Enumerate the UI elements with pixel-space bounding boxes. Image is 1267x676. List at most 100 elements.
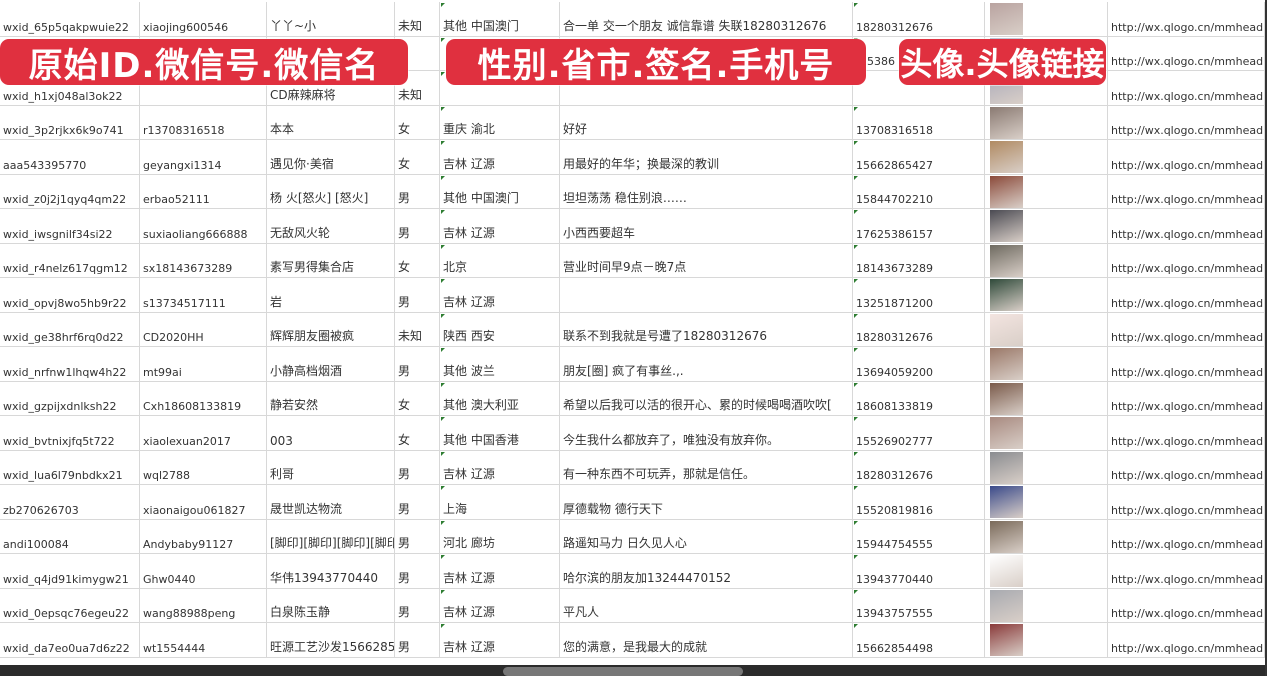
cell-signature[interactable]: 希望以后我可以活的很开心、累的时候喝喝酒吹吹[ [560,381,853,415]
cell-phone[interactable]: 13943757555 [853,588,985,622]
cell-wechat-name[interactable]: CD麻辣麻将 [267,71,395,105]
cell-phone[interactable]: 18280312676 [853,450,985,484]
cell-avatar-url[interactable]: http://wx.qlogo.cn/mmhead [1108,2,1265,36]
cell-avatar[interactable] [985,381,1108,415]
cell-region[interactable]: 其他 中国澳门 [440,174,560,208]
cell-avatar-url[interactable]: http://wx.qlogo.cn/mmhead [1108,485,1265,519]
cell-region[interactable]: 吉林 辽源 [440,209,560,243]
cell-signature[interactable]: 今生我什么都放弃了，唯独没有放弃你。 [560,416,853,450]
cell-original-id[interactable]: wxid_iwsgnilf34si22 [0,209,140,243]
cell-wechat-name[interactable]: 素写男得集合店 [267,243,395,277]
cell-wechat-id[interactable]: suxiaoliang666888 [140,209,267,243]
cell-avatar[interactable] [985,105,1108,139]
cell-region[interactable]: 北京 [440,243,560,277]
cell-phone[interactable]: 13708316518 [853,105,985,139]
cell-original-id[interactable]: wxid_q4jd91kimygw21 [0,554,140,588]
cell-gender[interactable]: 未知 [395,312,440,346]
cell-region[interactable]: 吉林 辽源 [440,140,560,174]
cell-wechat-id[interactable]: Andybaby91127 [140,519,267,553]
cell-gender[interactable]: 男 [395,209,440,243]
cell-avatar-url[interactable]: http://wx.qlogo.cn/mmhead [1108,312,1265,346]
cell-phone[interactable]: 18143673289 [853,243,985,277]
cell-avatar-url[interactable]: http://wx.qlogo.cn/mmhead [1108,278,1265,312]
cell-signature[interactable]: 朋友[圈] 疯了有事丝.,. [560,347,853,381]
cell-avatar[interactable] [985,243,1108,277]
cell-gender[interactable]: 未知 [395,2,440,36]
cell-wechat-name[interactable]: 晟世凯达物流 [267,485,395,519]
cell-avatar-url[interactable]: http://wx.qlogo.cn/mmhead [1108,588,1265,622]
cell-avatar-url[interactable]: http://wx.qlogo.cn/mmhead [1108,519,1265,553]
cell-avatar[interactable] [985,2,1108,36]
cell-wechat-name[interactable]: 本本 [267,105,395,139]
cell-gender[interactable]: 男 [395,450,440,484]
cell-avatar[interactable] [985,209,1108,243]
cell-gender[interactable]: 男 [395,519,440,553]
cell-wechat-name[interactable]: 旺源工艺沙发15662854 [267,623,395,657]
cell-signature[interactable]: 路遥知马力 日久见人心 [560,519,853,553]
cell-original-id[interactable]: wxid_0epsqc76egeu22 [0,588,140,622]
cell-gender[interactable]: 未知 [395,71,440,105]
cell-signature[interactable]: 营业时间早9点－晚7点 [560,243,853,277]
cell-avatar[interactable] [985,485,1108,519]
cell-phone[interactable]: 13694059200 [853,347,985,381]
cell-avatar[interactable] [985,588,1108,622]
cell-region[interactable]: 其他 澳大利亚 [440,381,560,415]
cell-original-id[interactable]: wxid_lua6l79nbdkx21 [0,450,140,484]
cell-avatar[interactable] [985,450,1108,484]
cell-region[interactable]: 上海 [440,485,560,519]
cell-signature[interactable]: 坦坦荡荡 稳住别浪…… [560,174,853,208]
cell-wechat-id[interactable]: xiaolexuan2017 [140,416,267,450]
cell-wechat-id[interactable]: xiaonaigou061827 [140,485,267,519]
cell-gender[interactable]: 男 [395,623,440,657]
cell-wechat-id[interactable]: CD2020HH [140,312,267,346]
cell-wechat-id[interactable]: wt1554444 [140,623,267,657]
cell-phone[interactable]: 13251871200 [853,278,985,312]
cell-avatar[interactable] [985,278,1108,312]
cell-phone[interactable]: 18280312676 [853,2,985,36]
cell-avatar[interactable] [985,623,1108,657]
cell-original-id[interactable]: wxid_h1xj048al3ok22 [0,71,140,105]
cell-avatar[interactable] [985,347,1108,381]
cell-gender[interactable]: 女 [395,140,440,174]
cell-avatar-url[interactable]: http://wx.qlogo.cn/mmhead [1108,623,1265,657]
cell-region[interactable]: 陕西 西安 [440,312,560,346]
cell-wechat-name[interactable]: 遇见你·美宿 [267,140,395,174]
cell-wechat-id[interactable]: geyangxi1314 [140,140,267,174]
cell-original-id[interactable]: aaa543395770 [0,140,140,174]
cell-wechat-name[interactable]: 利哥 [267,450,395,484]
cell-original-id[interactable]: wxid_bvtnixjfq5t722 [0,416,140,450]
cell-signature[interactable]: 厚德载物 德行天下 [560,485,853,519]
cell-avatar[interactable] [985,140,1108,174]
cell-avatar-url[interactable]: http://wx.qlogo.cn/mmhead [1108,71,1265,105]
cell-signature[interactable] [560,71,853,105]
cell-signature[interactable]: 联系不到我就是号遭了18280312676 [560,312,853,346]
cell-wechat-name[interactable]: 白泉陈玉静 [267,588,395,622]
cell-wechat-id[interactable]: s13734517111 [140,278,267,312]
cell-phone[interactable]: 13943770440 [853,554,985,588]
cell-gender[interactable]: 男 [395,174,440,208]
cell-wechat-id[interactable]: mt99ai [140,347,267,381]
cell-region[interactable]: 其他 中国澳门 [440,2,560,36]
cell-gender[interactable]: 女 [395,243,440,277]
cell-wechat-id[interactable]: erbao52111 [140,174,267,208]
cell-region[interactable]: 吉林 辽源 [440,554,560,588]
cell-original-id[interactable]: zb270626703 [0,485,140,519]
cell-region[interactable]: 重庆 渝北 [440,105,560,139]
cell-gender[interactable] [395,36,440,70]
cell-signature[interactable] [560,278,853,312]
cell-phone[interactable]: 18608133819 [853,381,985,415]
cell-phone[interactable]: 15526902777 [853,416,985,450]
cell-wechat-id[interactable]: wang88988peng [140,588,267,622]
cell-phone[interactable]: 15944754555 [853,519,985,553]
cell-avatar[interactable] [985,554,1108,588]
cell-region[interactable]: 其他 中国香港 [440,416,560,450]
cell-region[interactable]: 吉林 辽源 [440,623,560,657]
cell-wechat-name[interactable]: 岩 [267,278,395,312]
cell-avatar[interactable] [985,416,1108,450]
cell-wechat-id[interactable] [140,71,267,105]
cell-original-id[interactable]: wxid_da7eo0ua7d6z22 [0,623,140,657]
cell-wechat-name[interactable]: 杨 火[怒火] [怒火] [267,174,395,208]
cell-signature[interactable]: 小西西要超车 [560,209,853,243]
cell-original-id[interactable]: wxid_nrfnw1lhqw4h22 [0,347,140,381]
cell-region[interactable]: 吉林 辽源 [440,588,560,622]
